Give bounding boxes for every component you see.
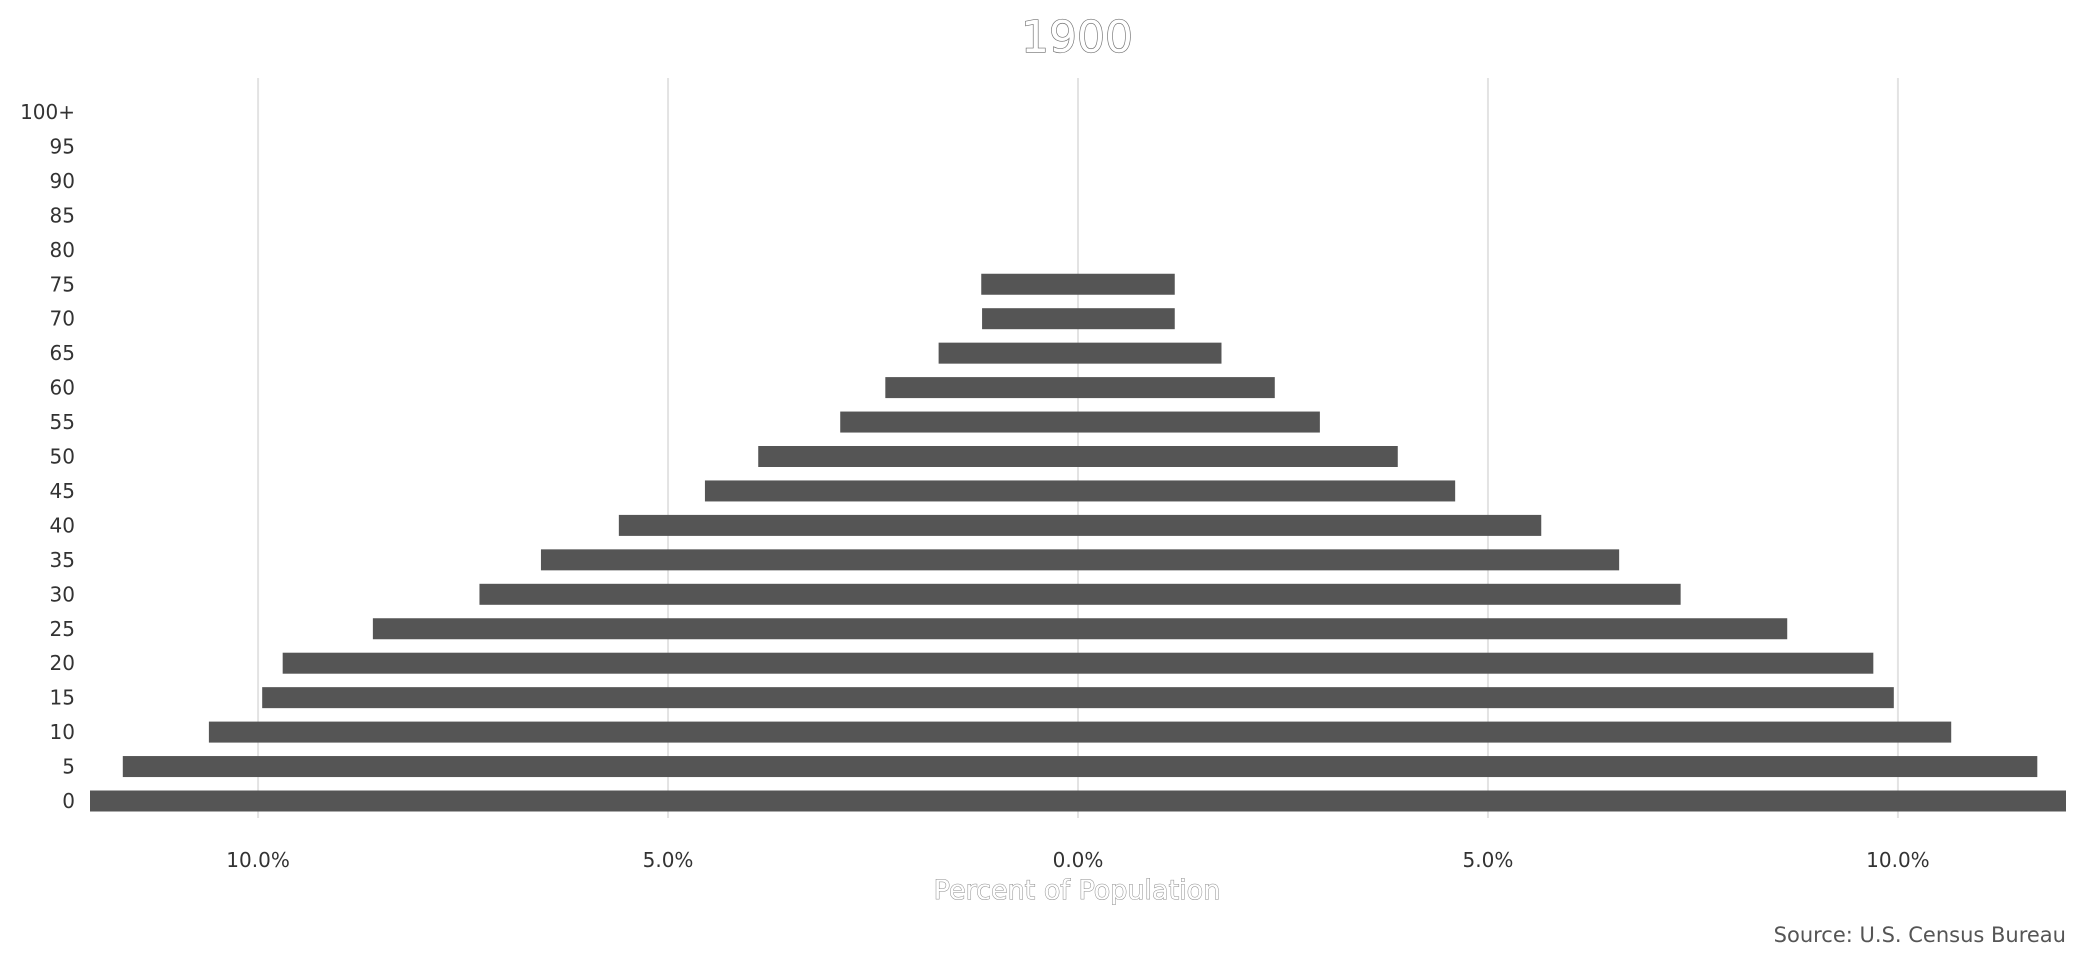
bar-age-0 [90, 790, 2066, 812]
y-tick-label: 80 [50, 238, 75, 262]
source-note: Source: U.S. Census Bureau [1774, 923, 2066, 947]
bar-age-75 [981, 273, 1175, 295]
y-tick-label: 10 [50, 720, 75, 744]
y-tick-label: 90 [50, 169, 75, 193]
x-tick-label: 5.0% [643, 848, 694, 872]
x-tick-label: 0.0% [1053, 848, 1104, 872]
x-tick-label: 10.0% [1866, 848, 1930, 872]
bar-age-40 [618, 514, 1542, 536]
y-tick-label: 20 [50, 651, 75, 675]
y-tick-label: 30 [50, 582, 75, 606]
y-tick-label: 55 [50, 410, 75, 434]
y-axis-ticks: 0 5 10 15 20 25 30 35 40 45 50 55 60 65 70 75 80 85 90 95 10… [20, 100, 75, 813]
bar-age-30 [479, 583, 1681, 605]
y-tick-label: 95 [50, 134, 75, 158]
bar-age-55 [840, 411, 1320, 433]
x-tick-label: 5.0% [1463, 848, 1514, 872]
y-tick-label: 45 [50, 479, 75, 503]
x-axis-ticks: 10.0% 5.0% 0.0% 5.0% 10.0% [226, 848, 1929, 872]
bar-age-60 [885, 377, 1275, 399]
bar-age-15 [262, 687, 1894, 709]
bar-age-10 [208, 721, 1952, 743]
y-tick-label: 40 [50, 513, 75, 537]
y-tick-label: 0 [62, 789, 75, 813]
y-tick-label: 100+ [20, 100, 75, 124]
y-tick-label: 70 [50, 307, 75, 331]
y-tick-label: 50 [50, 445, 75, 469]
y-tick-label: 15 [50, 686, 75, 710]
y-tick-label: 60 [50, 376, 75, 400]
bars [90, 273, 2066, 812]
y-tick-label: 5 [62, 755, 75, 779]
bar-age-5 [122, 756, 2038, 778]
y-tick-label: 85 [50, 203, 75, 227]
bar-age-50 [758, 446, 1398, 467]
y-tick-label: 65 [50, 341, 75, 365]
y-tick-label: 35 [50, 548, 75, 572]
bar-age-65 [938, 342, 1222, 364]
bar-age-35 [540, 549, 1620, 571]
y-tick-label: 75 [50, 272, 75, 296]
bar-age-70 [982, 308, 1175, 330]
bar-age-20 [282, 652, 1874, 674]
bar-age-45 [704, 480, 1456, 502]
x-tick-label: 10.0% [226, 848, 290, 872]
y-tick-label: 25 [50, 617, 75, 641]
x-axis-label: Percent of Population [934, 875, 1221, 906]
chart-title: 1900 [1021, 12, 1133, 63]
bar-age-25 [372, 618, 1788, 640]
